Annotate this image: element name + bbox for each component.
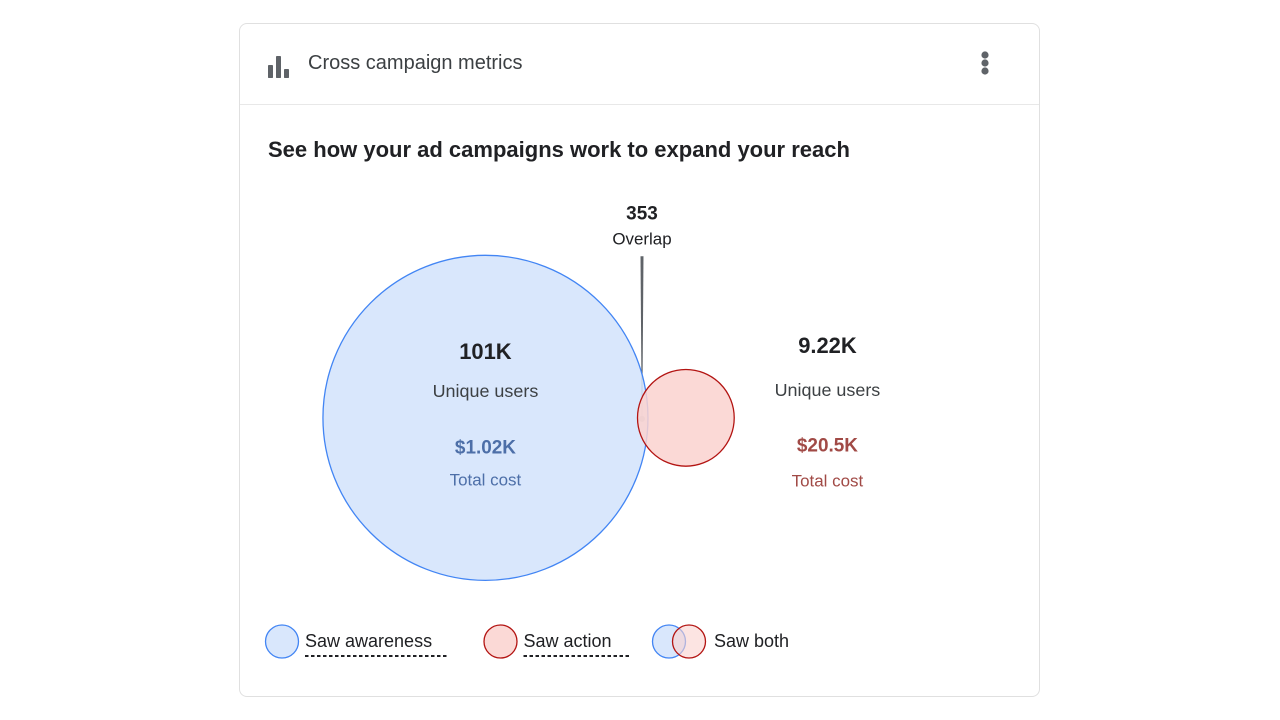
svg-text:Saw action: Saw action <box>524 631 612 651</box>
svg-text:Saw both: Saw both <box>714 631 789 651</box>
svg-text:Saw awareness: Saw awareness <box>305 631 432 651</box>
